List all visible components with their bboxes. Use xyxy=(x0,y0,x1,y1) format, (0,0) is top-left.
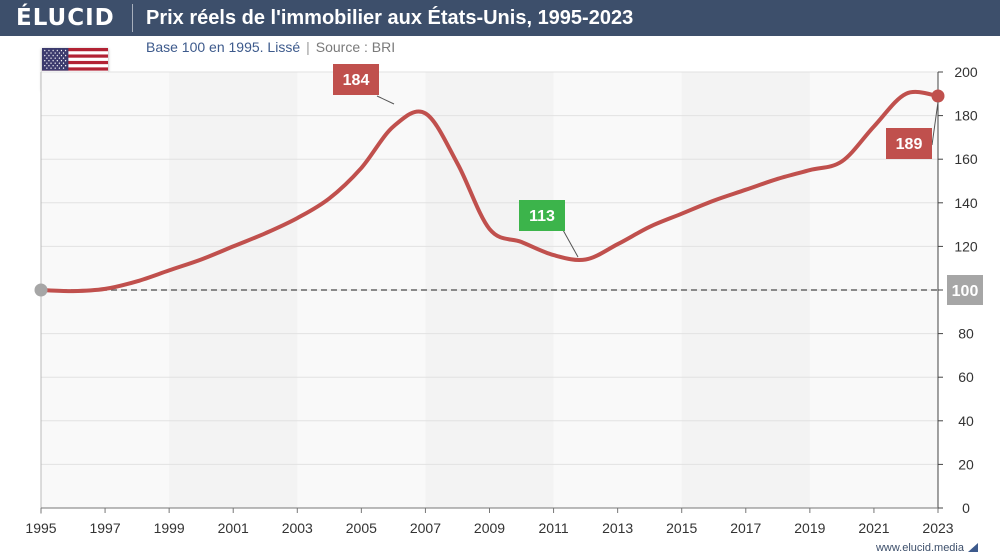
annotation-box xyxy=(519,200,565,231)
annotation-label: 189 xyxy=(896,136,923,153)
start-point xyxy=(34,283,48,297)
series-line xyxy=(39,89,940,294)
x-tick-label: 1997 xyxy=(89,520,120,536)
y-tick-label: 80 xyxy=(958,326,974,342)
header-divider xyxy=(132,4,133,32)
x-tick-label: 2017 xyxy=(730,520,761,536)
x-tick-label: 2021 xyxy=(858,520,889,536)
baseline-label-box xyxy=(947,275,983,305)
subtitle-base: Base 100 en 1995. Lissé xyxy=(146,39,301,55)
x-tick-label: 1999 xyxy=(154,520,185,536)
elucid-mark-icon xyxy=(968,543,978,552)
y-tick-label: 20 xyxy=(958,456,974,472)
x-tick-label: 2011 xyxy=(539,520,569,536)
annotation-leader xyxy=(931,101,939,146)
annotation-label: 113 xyxy=(529,208,555,225)
annotation-label: 184 xyxy=(343,72,370,89)
x-tick-label: 2013 xyxy=(602,520,633,536)
annotation-leader xyxy=(562,229,579,258)
x-tick-label: 1995 xyxy=(25,520,56,536)
y-tick-label: 160 xyxy=(954,151,978,167)
y-tick-label: 60 xyxy=(958,369,974,385)
elucid-logo: ÉLUCID xyxy=(16,5,115,31)
annotation-box xyxy=(886,128,932,159)
subtitle-divider: | xyxy=(306,39,310,55)
y-tick-label: 200 xyxy=(954,64,978,80)
x-tick-label: 2015 xyxy=(666,520,697,536)
x-tick-label: 2023 xyxy=(922,520,953,536)
y-tick-label: 40 xyxy=(958,413,974,429)
x-tick-label: 2009 xyxy=(474,520,505,536)
x-tick-label: 2001 xyxy=(218,520,249,536)
baseline-label: 100 xyxy=(952,283,979,300)
y-tick-label: 140 xyxy=(954,195,978,211)
footer-url: www.elucid.media xyxy=(875,542,964,554)
y-tick-label: 120 xyxy=(954,238,978,254)
x-tick-label: 2005 xyxy=(346,520,377,536)
end-point xyxy=(931,89,945,103)
x-tick-label: 2003 xyxy=(282,520,313,536)
x-tick-label: 2007 xyxy=(410,520,441,536)
chart-title: Prix réels de l'immobilier aux États-Uni… xyxy=(146,7,634,29)
chart-subtitle: Base 100 en 1995. Lissé | Source : BRI xyxy=(146,38,395,56)
y-tick-label: 180 xyxy=(954,108,978,124)
annotation-leader xyxy=(376,95,395,105)
y-tick-label: 0 xyxy=(962,500,970,516)
x-tick-label: 2019 xyxy=(794,520,825,536)
annotation-box xyxy=(333,64,379,95)
subtitle-source: Source : BRI xyxy=(315,39,396,55)
header-bar: ÉLUCID Prix réels de l'immobilier aux Ét… xyxy=(0,0,1000,36)
